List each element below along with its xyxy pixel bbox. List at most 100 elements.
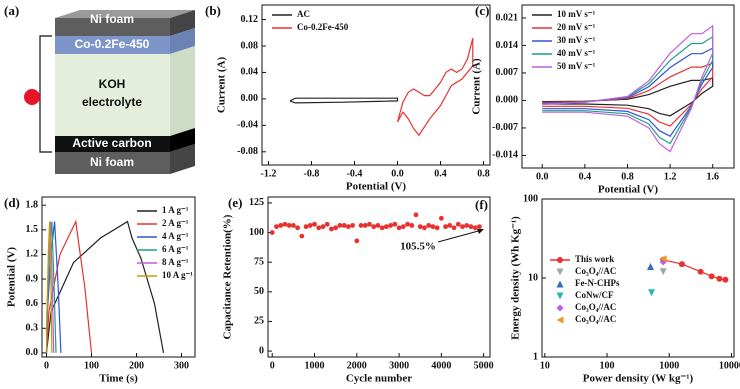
point [282,221,288,227]
point [434,225,440,231]
legend-label: 1 A g⁻¹ [162,205,189,215]
schematic: (a) Ni foam Co-0.2Fe-450 KOH electrolyte… [4,3,195,174]
y-axis-label: Current (A) [216,57,228,114]
point [358,223,364,228]
plot-frame [541,198,735,358]
point [274,224,279,230]
y-tick-label: 0.014 [496,40,519,51]
point [447,223,453,228]
series-line [396,37,474,137]
series-line [45,220,165,354]
point [286,223,292,228]
x-axis-label: Potential (V) [598,184,659,196]
point [460,224,465,230]
y-tick-label: 0.00 [241,93,259,104]
point [413,212,419,218]
x-tick-label: 0.4 [434,168,447,179]
chart-panel: 10100100010000110100Power density (W kg⁻… [475,193,740,384]
layer-label: Ni foam [90,12,134,26]
legend-marker [556,268,564,276]
x-tick-label: 0.8 [621,171,634,182]
point [307,223,313,228]
y-tick-label: 1.5 [26,224,39,235]
y-tick-label: 0.3 [26,323,39,334]
legend-label: Fe-N-CHPs [575,278,620,288]
marker [647,262,655,270]
y-tick-label: 50 [254,286,264,297]
series-line [542,77,714,117]
series-line [542,35,714,145]
y-tick-label: 10 [528,272,538,283]
legend-marker [556,316,564,324]
plot-frame [521,4,735,169]
y-tick-label: 0.08 [241,40,259,51]
x-tick-label: 1000 [659,360,679,371]
y-tick-label: 0.0 [26,347,39,358]
chart-panel: 0 100 200 300 0.0 0.3 0.6 0.9 1.2 1.5 1.8 Time (s) P… [4,195,196,385]
point [417,224,423,230]
x-tick-label: 10 [540,360,550,371]
panel-label: (c) [475,3,489,18]
point [371,224,377,230]
arrow-head [477,229,484,234]
side [170,10,195,36]
marker [716,275,723,282]
x-axis-label: Time (s) [99,373,138,385]
point [362,223,368,228]
legend-label: Co₃O₄//AC [575,266,616,276]
x-tick-label: 0.8 [477,168,490,179]
legend-marker [556,280,564,288]
point [303,224,309,230]
point [405,221,410,227]
y-axis-label: Capacitance Retention(%) [222,214,234,339]
y-tick-label: -0.04 [237,120,258,131]
y-tick-label: 1 [533,351,538,362]
panel-label: (b) [205,3,221,18]
x-axis-label: Power density (W kg⁻¹) [583,373,694,385]
point [468,224,474,230]
block-top [55,10,195,18]
x-axis-label: Potential (V) [346,181,407,193]
x-tick-label: 3000 [389,360,409,371]
point [379,225,385,231]
side [170,46,195,136]
y-tick-label: 100 [523,193,538,204]
series-line [289,97,399,104]
point [299,233,305,239]
x-tick-label: 0 [44,360,49,371]
point [430,224,436,230]
legend-label: CoNw/CF [575,290,614,300]
marker [722,276,729,283]
point [400,224,406,230]
x-tick-label: 100 [600,360,615,371]
y-tick-label: 0.04 [241,67,259,78]
series-line [663,259,726,281]
point [464,223,470,228]
x-tick-label: 0 [270,360,275,371]
y-tick-label: 125 [249,197,264,208]
layer-label: KOH [99,77,126,91]
plot-frame [261,4,491,166]
series-line [45,221,53,353]
x-tick-label: -0.4 [347,168,363,179]
legend-label: AC [297,9,310,19]
y-tick-label: 0.007 [496,67,519,78]
legend-label: 10 mV s⁻¹ [557,9,596,19]
legend-label: 2 A g⁻¹ [162,218,189,228]
layer-label: Ni foam [90,155,134,169]
layer-ni-foam [55,152,170,174]
layer-co [55,36,170,54]
x-tick-label: 200 [129,360,144,371]
layer-label: Active carbon [72,136,151,150]
panel-label: (a) [4,3,19,18]
marker [697,268,704,275]
x-tick-label: 100 [84,360,99,371]
x-tick-label: 0.0 [391,168,404,179]
point [269,230,275,235]
point [312,221,317,227]
x-tick-label: 5000 [474,360,494,371]
marker [678,261,685,268]
point [367,221,372,227]
point [388,223,394,228]
